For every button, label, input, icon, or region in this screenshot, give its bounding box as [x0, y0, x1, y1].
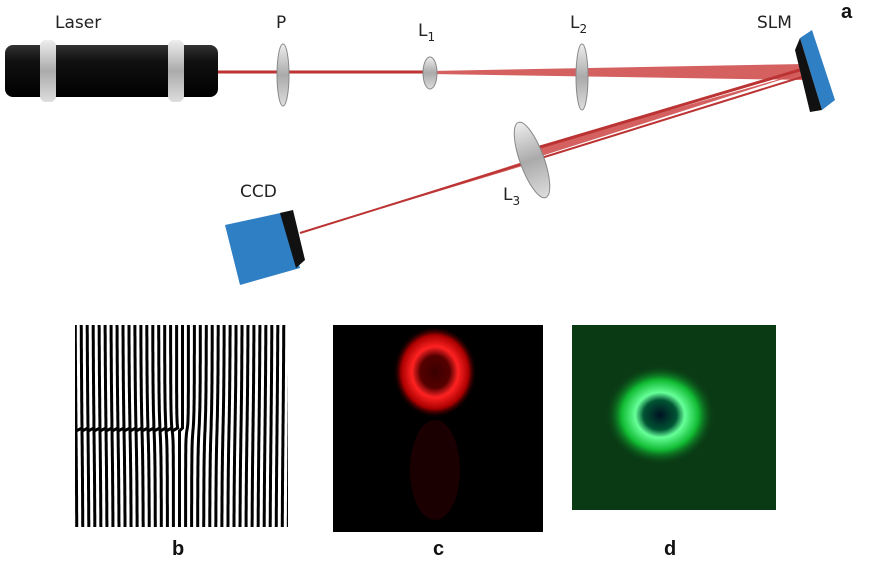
slm — [795, 30, 835, 112]
fork-stripe — [64, 320, 70, 530]
fork-stripe — [264, 320, 266, 530]
green-vortex — [572, 325, 776, 510]
label-lens-1: L1 — [418, 21, 435, 44]
fork-stripe — [252, 320, 254, 530]
red-vortex — [333, 325, 543, 532]
panel-label-c: c — [433, 538, 444, 560]
fork-stripe — [288, 320, 290, 530]
ccd — [225, 210, 305, 285]
panel-label-b: b — [172, 538, 184, 560]
fork-stripe — [270, 320, 272, 530]
label-lens-3: L3 — [503, 185, 520, 208]
label-sub: 3 — [512, 194, 520, 208]
figure: Laser P L1 L2 SLM L3 CCD a b c d — [0, 0, 881, 561]
label-ccd: CCD — [240, 182, 277, 202]
label-sub: 1 — [427, 30, 435, 44]
fork-stripe — [258, 320, 260, 530]
label-slm: SLM — [757, 13, 792, 33]
panel-label-a: a — [841, 1, 853, 23]
fork-stripe — [294, 320, 295, 530]
beams — [215, 64, 805, 233]
fork-stripe — [282, 320, 284, 530]
fork-stripe — [58, 320, 64, 530]
label-sub: 2 — [579, 22, 587, 36]
label-polarizer: P — [276, 13, 286, 33]
polarizer — [277, 44, 289, 106]
lens-2 — [576, 44, 588, 110]
laser — [5, 40, 218, 102]
lens-3 — [507, 118, 557, 201]
label-laser: Laser — [55, 13, 101, 33]
fork-stripe — [300, 320, 301, 530]
fork-stripe — [276, 320, 278, 530]
lens-1 — [423, 57, 437, 89]
label-lens-2: L2 — [570, 13, 587, 36]
panel-label-d: d — [664, 538, 676, 560]
